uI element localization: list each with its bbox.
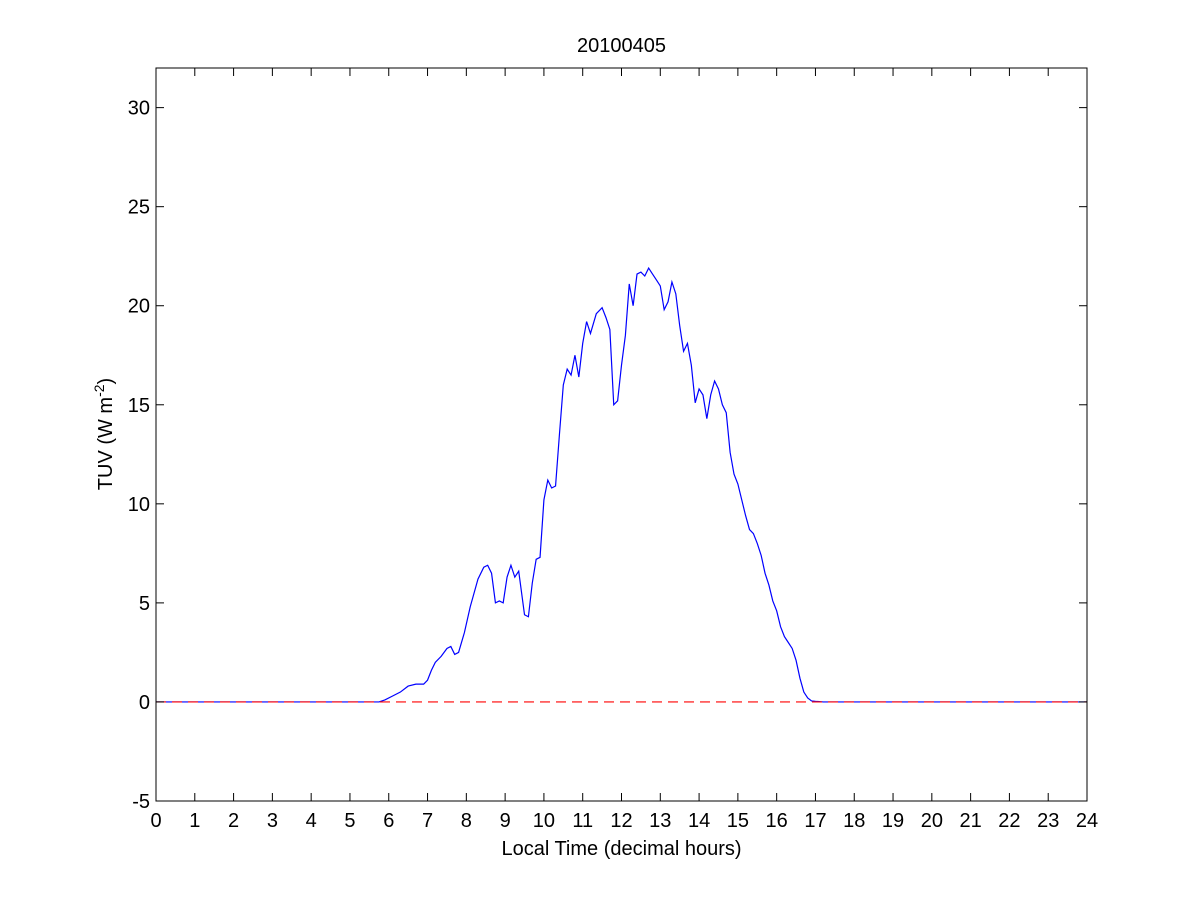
x-tick-label: 15 bbox=[727, 810, 749, 832]
chart-title: 20100405 bbox=[577, 35, 666, 57]
y-tick-label: 5 bbox=[139, 593, 150, 615]
x-tick-label: 11 bbox=[572, 810, 593, 832]
y-tick-label: 0 bbox=[139, 692, 150, 714]
x-tick-label: 8 bbox=[461, 810, 472, 832]
y-axis-ticks: -5 0 5 10 15 20 25 30 bbox=[128, 98, 1087, 813]
x-axis-label: Local Time (decimal hours) bbox=[501, 838, 741, 860]
x-tick-label: 24 bbox=[1076, 810, 1098, 832]
y-tick-label: 10 bbox=[128, 494, 150, 516]
x-tick-label: 10 bbox=[533, 810, 555, 832]
x-tick-label: 17 bbox=[804, 810, 826, 832]
x-tick-label: 21 bbox=[960, 810, 982, 832]
y-axis-label: TUV (W m-2) bbox=[91, 378, 117, 490]
y-tick-label: 30 bbox=[128, 98, 150, 120]
x-tick-label: 5 bbox=[344, 810, 355, 832]
y-tick-label: -5 bbox=[132, 791, 150, 813]
plot-area: 0 1 2 3 4 5 6 7 8 9 10 11 12 13 14 15 16 17 18 19 20 21 22 23 24… bbox=[128, 67, 1098, 832]
y-tick-label: 20 bbox=[128, 296, 150, 318]
y-tick-label: 25 bbox=[128, 197, 150, 219]
y-axis-label-main: TUV (W m bbox=[95, 397, 117, 490]
x-tick-label: 12 bbox=[610, 810, 632, 832]
x-axis-ticks: 0 1 2 3 4 5 6 7 8 9 10 11 12 13 14 15 16 17 18 19 20 21 22 23 24 bbox=[150, 68, 1098, 832]
x-tick-label: 6 bbox=[383, 810, 394, 832]
y-axis-label-close: ) bbox=[95, 378, 117, 385]
x-tick-label: 22 bbox=[998, 810, 1020, 832]
series-layer bbox=[156, 266, 1087, 703]
x-tick-label: 4 bbox=[306, 810, 317, 832]
x-tick-label: 23 bbox=[1037, 810, 1059, 832]
x-tick-label: 2 bbox=[228, 810, 239, 832]
x-tick-label: 9 bbox=[500, 810, 511, 832]
y-tick-label: 15 bbox=[128, 395, 150, 417]
x-tick-label: 0 bbox=[150, 810, 161, 832]
x-tick-label: 1 bbox=[189, 810, 200, 832]
x-tick-label: 13 bbox=[649, 810, 671, 832]
y-axis-label-superscript: -2 bbox=[91, 384, 107, 397]
series-line-1 bbox=[156, 266, 1087, 703]
x-tick-label: 16 bbox=[766, 810, 788, 832]
x-tick-label: 3 bbox=[267, 810, 278, 832]
x-tick-label: 19 bbox=[882, 810, 904, 832]
axes-background bbox=[156, 68, 1087, 801]
x-tick-label: 18 bbox=[843, 810, 865, 832]
x-tick-label: 20 bbox=[921, 810, 943, 832]
x-tick-label: 7 bbox=[422, 810, 433, 832]
x-tick-label: 14 bbox=[688, 810, 710, 832]
